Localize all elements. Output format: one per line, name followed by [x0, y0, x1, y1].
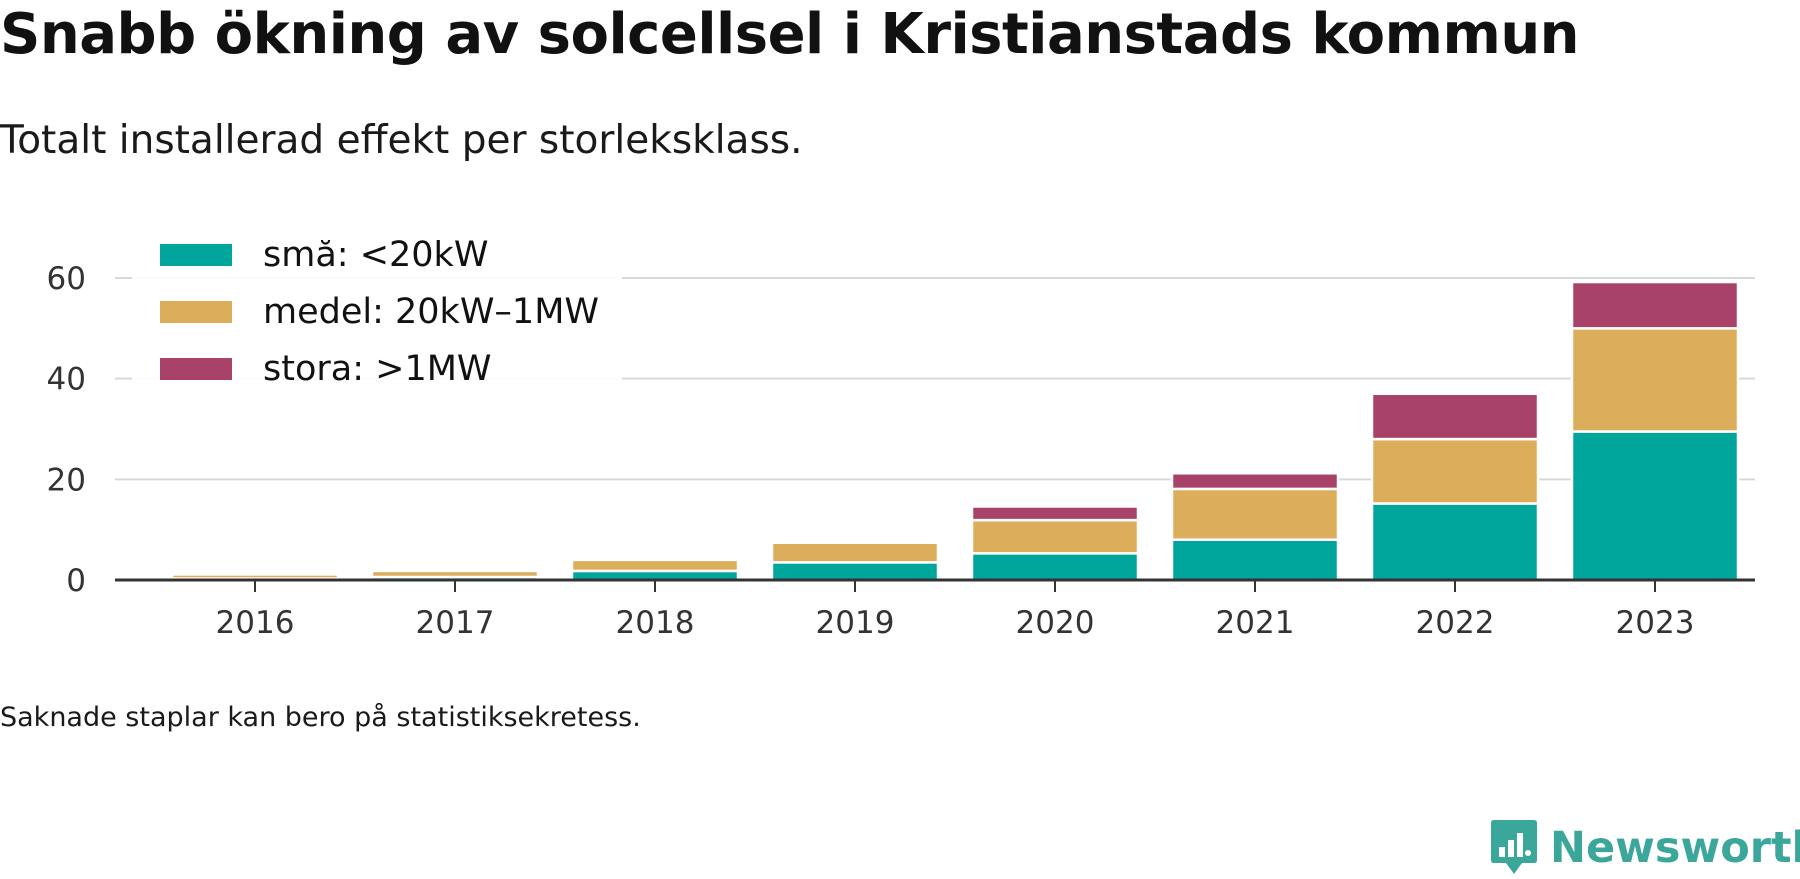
- bar-segment: [370, 569, 540, 579]
- legend: små: <20kW medel: 20kW–1MW stora: >1MW: [132, 240, 622, 394]
- y-tick-label: 60: [47, 261, 86, 297]
- bar-segment: [1570, 280, 1740, 330]
- legend-swatch: [160, 244, 232, 266]
- bar-segment: [970, 518, 1140, 555]
- newsworthy-logo-icon: [1491, 820, 1537, 874]
- x-tick-label: 2022: [1416, 605, 1495, 641]
- stacked-bar-chart: 0 20 40 60 2016 2017 2018 2019 2020 2021 2022 2023…: [47, 240, 1755, 641]
- bar-segment: [770, 541, 940, 564]
- bar-segment: [770, 561, 940, 582]
- bar-segment: [1370, 502, 1540, 582]
- brand-name: Newsworthy: [1550, 823, 1800, 873]
- legend-label: medel: 20kW–1MW: [263, 292, 599, 332]
- bar-segment: [1170, 472, 1340, 491]
- y-tick-label: 0: [66, 563, 86, 599]
- footnote: Saknade staplar kan bero på statistiksek…: [0, 702, 641, 733]
- x-tick-label: 2019: [816, 605, 895, 641]
- bar-segment: [570, 558, 740, 573]
- legend-swatch: [160, 358, 232, 380]
- bar-segment: [1570, 430, 1740, 582]
- x-tick-label: 2016: [216, 605, 295, 641]
- bars: [170, 280, 1740, 582]
- legend-swatch: [160, 301, 232, 323]
- brand: Newsworthy: [1490, 818, 1800, 878]
- y-tick-label: 20: [47, 462, 86, 498]
- y-axis-tick-labels: 0 20 40 60: [47, 261, 86, 599]
- bar-segment: [1170, 538, 1340, 582]
- x-tick-label: 2023: [1616, 605, 1695, 641]
- bar-segment: [1370, 392, 1540, 441]
- chart-subtitle: Totalt installerad effekt per storlekskl…: [0, 118, 803, 163]
- y-tick-label: 40: [47, 362, 86, 398]
- bar-segment: [1170, 487, 1340, 541]
- legend-label: stora: >1MW: [263, 349, 492, 389]
- x-tick-label: 2021: [1216, 605, 1295, 641]
- bar-segment: [1570, 327, 1740, 433]
- bar-segment: [1370, 437, 1540, 505]
- bar-segment: [170, 573, 340, 580]
- legend-label: små: <20kW: [263, 240, 488, 275]
- x-axis-ticks: 2016 2017 2018 2019 2020 2021 2022 2023: [216, 580, 1695, 641]
- x-tick-label: 2017: [416, 605, 495, 641]
- x-tick-label: 2018: [616, 605, 695, 641]
- x-tick-label: 2020: [1016, 605, 1095, 641]
- bar-segment: [970, 552, 1140, 582]
- bar-segment: [970, 505, 1140, 522]
- chart-title: Snabb ökning av solcellsel i Kristiansta…: [0, 2, 1580, 67]
